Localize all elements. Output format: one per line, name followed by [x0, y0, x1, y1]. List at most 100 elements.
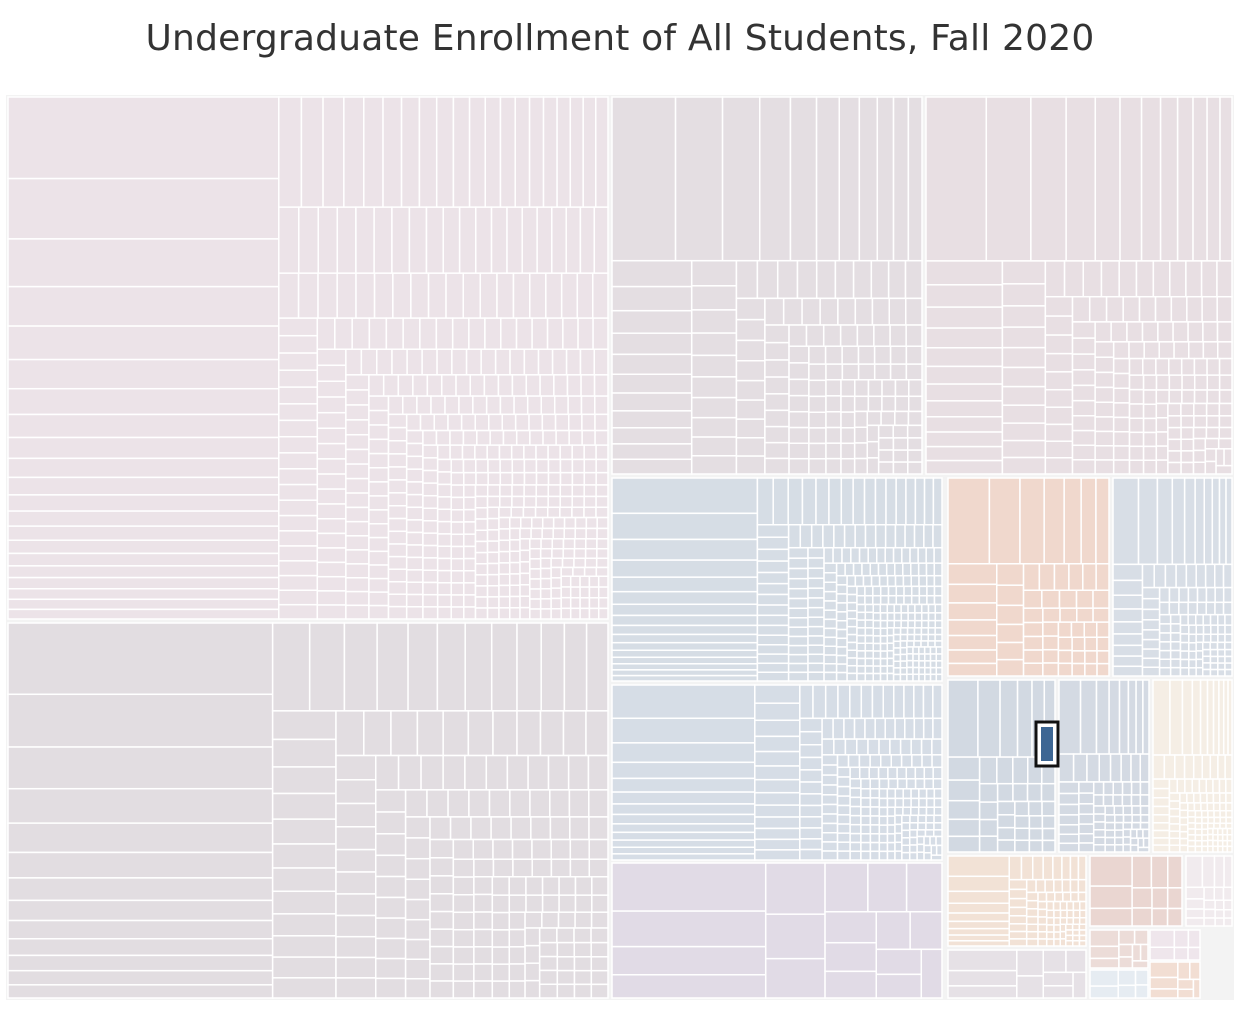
treemap-cell[interactable]: [547, 444, 561, 461]
treemap-cell[interactable]: [1226, 834, 1233, 842]
treemap-cell[interactable]: [1187, 834, 1197, 842]
treemap-cell[interactable]: [1188, 650, 1197, 661]
treemap-cell[interactable]: [491, 911, 511, 931]
treemap-cell[interactable]: [550, 557, 564, 569]
treemap-cell[interactable]: [835, 593, 848, 604]
treemap-cell[interactable]: [426, 789, 449, 818]
treemap-cell[interactable]: [531, 317, 549, 350]
treemap-cell[interactable]: [530, 527, 543, 540]
treemap-cell[interactable]: [846, 657, 858, 667]
treemap-cell[interactable]: [474, 484, 489, 498]
treemap-cell[interactable]: [506, 754, 529, 791]
treemap-cell[interactable]: [1218, 426, 1233, 440]
treemap-cell[interactable]: [1025, 930, 1039, 940]
treemap-cell[interactable]: [1207, 845, 1214, 853]
treemap-cell[interactable]: [1177, 978, 1195, 991]
treemap-cell[interactable]: [1059, 916, 1068, 926]
treemap-cell[interactable]: [908, 395, 923, 413]
treemap-cell[interactable]: [436, 471, 452, 486]
treemap-cell[interactable]: [1196, 601, 1207, 616]
treemap-cell[interactable]: [787, 617, 809, 628]
treemap-cell[interactable]: [846, 609, 858, 620]
treemap-cell[interactable]: [595, 471, 609, 486]
treemap-cell[interactable]: [947, 634, 998, 651]
treemap-cell[interactable]: [558, 894, 577, 913]
treemap-cell[interactable]: [591, 894, 609, 913]
treemap-cell[interactable]: [879, 657, 889, 667]
treemap-cell[interactable]: [1112, 655, 1144, 668]
treemap-cell[interactable]: [1044, 388, 1074, 408]
treemap-cell[interactable]: [491, 894, 511, 914]
treemap-cell[interactable]: [878, 778, 890, 790]
treemap-cell[interactable]: [1001, 260, 1047, 285]
treemap-cell[interactable]: [864, 657, 875, 667]
treemap-cell[interactable]: [611, 853, 756, 861]
treemap-cell[interactable]: [787, 546, 809, 559]
treemap-cell[interactable]: [1152, 754, 1166, 780]
treemap-cell[interactable]: [1169, 666, 1182, 677]
treemap-cell[interactable]: [573, 557, 587, 569]
treemap-cell[interactable]: [754, 778, 801, 794]
treemap-cell[interactable]: [436, 496, 452, 511]
treemap-cell[interactable]: [868, 766, 880, 780]
treemap-cell[interactable]: [1094, 96, 1121, 262]
treemap-cell[interactable]: [1053, 563, 1070, 592]
treemap-cell[interactable]: [611, 624, 759, 636]
treemap-cell[interactable]: [1128, 357, 1144, 376]
treemap-cell[interactable]: [923, 778, 935, 790]
treemap-cell[interactable]: [1206, 679, 1215, 756]
treemap-cell[interactable]: [1179, 641, 1190, 652]
treemap-cell[interactable]: [735, 418, 766, 439]
treemap-cell[interactable]: [947, 662, 998, 677]
treemap-cell[interactable]: [1062, 891, 1072, 903]
treemap-cell[interactable]: [539, 587, 552, 600]
treemap-cell[interactable]: [1022, 662, 1044, 677]
treemap-cell[interactable]: [764, 324, 790, 344]
treemap-cell[interactable]: [436, 508, 452, 523]
treemap-cell[interactable]: [611, 633, 759, 644]
treemap-cell[interactable]: [1201, 855, 1216, 889]
treemap-cell[interactable]: [864, 594, 874, 606]
treemap-cell[interactable]: [914, 766, 926, 780]
treemap-cell[interactable]: [345, 419, 370, 436]
treemap-cell[interactable]: [271, 956, 337, 979]
treemap-cell[interactable]: [1104, 836, 1116, 846]
treemap-cell[interactable]: [1183, 754, 1195, 780]
treemap-cell[interactable]: [486, 517, 500, 531]
treemap-cell[interactable]: [1032, 855, 1044, 881]
treemap-cell[interactable]: [452, 96, 471, 208]
treemap-cell[interactable]: [436, 594, 452, 608]
treemap-cell[interactable]: [1142, 837, 1150, 849]
treemap-cell[interactable]: [1168, 815, 1181, 825]
treemap-cell[interactable]: [1020, 855, 1034, 881]
treemap-cell[interactable]: [927, 640, 936, 648]
treemap-cell[interactable]: [611, 813, 756, 825]
treemap-cell[interactable]: [1022, 563, 1041, 592]
treemap-cell[interactable]: [920, 640, 929, 648]
treemap-cell[interactable]: [1181, 389, 1196, 405]
treemap-cell[interactable]: [1193, 374, 1208, 391]
treemap-cell[interactable]: [521, 206, 538, 274]
treemap-cell[interactable]: [1201, 754, 1212, 780]
treemap-cell[interactable]: [690, 416, 738, 438]
treemap-cell[interactable]: [501, 413, 517, 432]
treemap-cell[interactable]: [927, 627, 936, 636]
treemap-cell[interactable]: [560, 566, 574, 577]
treemap-cell[interactable]: [690, 309, 738, 334]
treemap-cell[interactable]: [1025, 908, 1039, 918]
treemap-cell[interactable]: [978, 801, 999, 821]
treemap-cell[interactable]: [846, 625, 858, 636]
treemap-cell[interactable]: [1135, 679, 1144, 755]
treemap-cell[interactable]: [1016, 679, 1033, 758]
treemap-cell[interactable]: [1158, 641, 1172, 652]
treemap-cell[interactable]: [1044, 371, 1074, 391]
treemap-cell[interactable]: [556, 941, 576, 958]
treemap-cell[interactable]: [1195, 641, 1204, 652]
treemap-cell[interactable]: [1217, 437, 1233, 450]
treemap-cell[interactable]: [801, 477, 817, 526]
treemap-cell[interactable]: [271, 710, 337, 741]
treemap-cell[interactable]: [538, 969, 559, 986]
treemap-cell[interactable]: [611, 742, 756, 764]
treemap-cell[interactable]: [823, 590, 838, 602]
treemap-cell[interactable]: [573, 538, 587, 550]
